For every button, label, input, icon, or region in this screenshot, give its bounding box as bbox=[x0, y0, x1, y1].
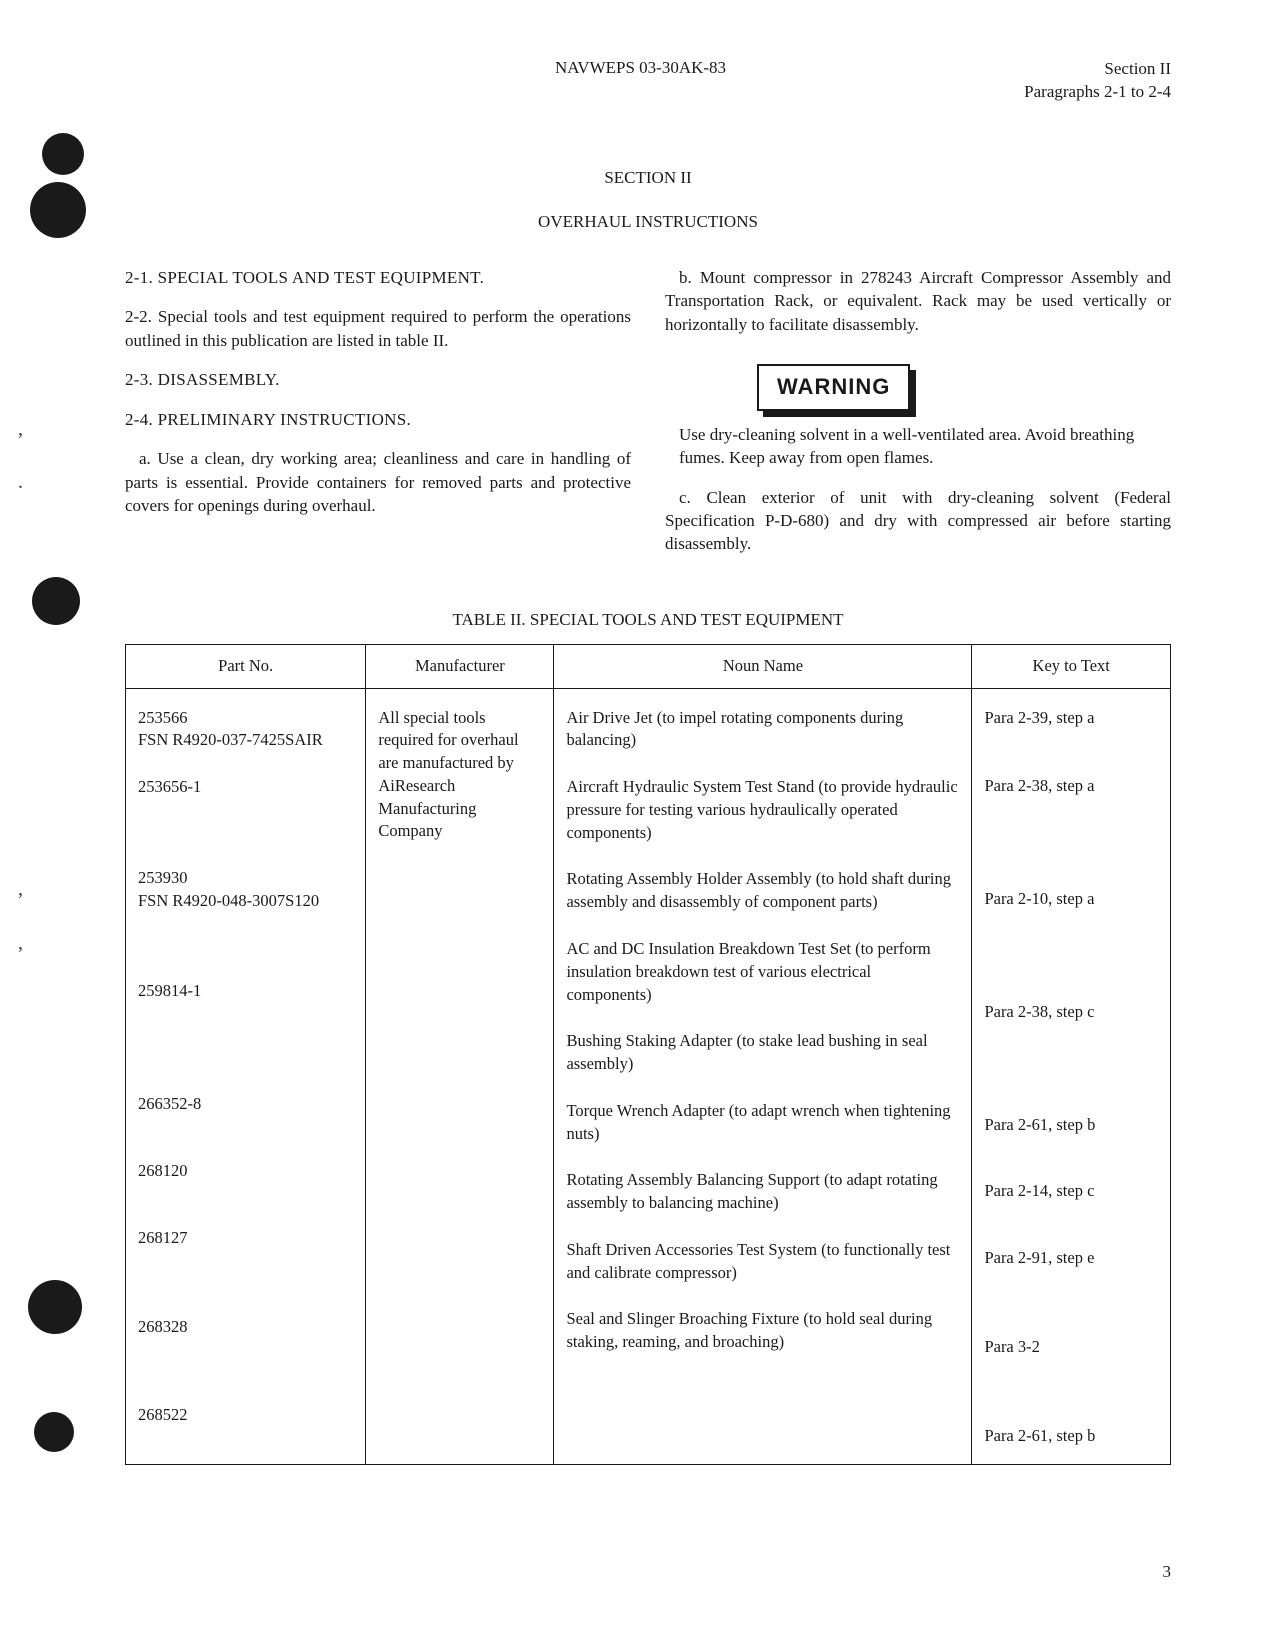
punch-hole-icon bbox=[32, 577, 80, 625]
cell-manufacturer: All special tools required for overhaul … bbox=[366, 688, 554, 1464]
section-label: Section II bbox=[1024, 58, 1171, 81]
warning-text: Use dry-cleaning solvent in a well-venti… bbox=[679, 423, 1157, 470]
key-ref: Para 2-14, step c bbox=[984, 1180, 1158, 1203]
stray-mark: , bbox=[18, 878, 23, 901]
part-no: 268328 bbox=[138, 1316, 353, 1339]
header-right: Section II Paragraphs 2-1 to 2-4 bbox=[1024, 58, 1171, 104]
noun-name: Air Drive Jet (to impel rotating compone… bbox=[566, 707, 959, 753]
part-no: 268120 bbox=[138, 1160, 353, 1183]
para-2-4-b: b. Mount compressor in 278243 Aircraft C… bbox=[665, 266, 1171, 336]
key-ref: Para 2-38, step c bbox=[984, 1001, 1158, 1024]
punch-hole-icon bbox=[42, 133, 84, 175]
punch-hole-icon bbox=[28, 1280, 82, 1334]
punch-hole-icon bbox=[30, 182, 86, 238]
table-header-row: Part No. Manufacturer Noun Name Key to T… bbox=[126, 644, 1171, 688]
cell-part-numbers: 253566 FSN R4920-037-7425SAIR 253656-1 2… bbox=[126, 688, 366, 1464]
part-no: 253566 FSN R4920-037-7425SAIR bbox=[138, 707, 353, 753]
stray-mark: , bbox=[18, 932, 23, 955]
noun-name: Rotating Assembly Balancing Support (to … bbox=[566, 1169, 959, 1215]
cell-noun-names: Air Drive Jet (to impel rotating compone… bbox=[554, 688, 972, 1464]
para-2-4-a: a. Use a clean, dry working area; cleanl… bbox=[125, 447, 631, 517]
key-ref: Para 3-2 bbox=[984, 1336, 1158, 1359]
noun-name: Aircraft Hydraulic System Test Stand (to… bbox=[566, 776, 959, 844]
part-no: 253656-1 bbox=[138, 776, 353, 799]
right-column: b. Mount compressor in 278243 Aircraft C… bbox=[665, 266, 1171, 572]
key-ref: Para 2-39, step a bbox=[984, 707, 1158, 730]
part-no: 268127 bbox=[138, 1227, 353, 1250]
col-header-key: Key to Text bbox=[972, 644, 1171, 688]
body-two-column: 2-1. SPECIAL TOOLS AND TEST EQUIPMENT. 2… bbox=[125, 266, 1171, 572]
heading-2-1: 2-1. SPECIAL TOOLS AND TEST EQUIPMENT. bbox=[125, 266, 631, 289]
noun-name: Shaft Driven Accessories Test System (to… bbox=[566, 1239, 959, 1285]
key-ref: Para 2-91, step e bbox=[984, 1247, 1158, 1270]
warning-box: WARNING bbox=[757, 364, 910, 410]
doc-id: NAVWEPS 03-30AK-83 bbox=[555, 58, 726, 78]
noun-name: AC and DC Insulation Breakdown Test Set … bbox=[566, 938, 959, 1006]
part-no: 266352-8 bbox=[138, 1093, 353, 1116]
punch-hole-icon bbox=[34, 1412, 74, 1452]
section-title: SECTION II bbox=[125, 168, 1171, 188]
table-row: 253566 FSN R4920-037-7425SAIR 253656-1 2… bbox=[126, 688, 1171, 1464]
noun-name: Torque Wrench Adapter (to adapt wrench w… bbox=[566, 1100, 959, 1146]
part-no: 268522 bbox=[138, 1404, 353, 1427]
page-header: NAVWEPS 03-30AK-83 Section II Paragraphs… bbox=[125, 58, 1171, 104]
col-header-part: Part No. bbox=[126, 644, 366, 688]
table-title: TABLE II. SPECIAL TOOLS AND TEST EQUIPME… bbox=[125, 610, 1171, 630]
stray-mark: . bbox=[18, 471, 23, 494]
cell-key-to-text: Para 2-39, step a Para 2-38, step a Para… bbox=[972, 688, 1171, 1464]
key-ref: Para 2-61, step b bbox=[984, 1425, 1158, 1448]
part-no: 253930 FSN R4920-048-3007S120 bbox=[138, 867, 353, 913]
left-column: 2-1. SPECIAL TOOLS AND TEST EQUIPMENT. 2… bbox=[125, 266, 631, 572]
noun-name: Bushing Staking Adapter (to stake lead b… bbox=[566, 1030, 959, 1076]
col-header-manufacturer: Manufacturer bbox=[366, 644, 554, 688]
key-ref: Para 2-38, step a bbox=[984, 775, 1158, 798]
section-subtitle: OVERHAUL INSTRUCTIONS bbox=[125, 212, 1171, 232]
heading-2-4: 2-4. PRELIMINARY INSTRUCTIONS. bbox=[125, 408, 631, 431]
key-ref: Para 2-10, step a bbox=[984, 888, 1158, 911]
para-2-4-c: c. Clean exterior of unit with dry-clean… bbox=[665, 486, 1171, 556]
noun-name: Seal and Slinger Broaching Fixture (to h… bbox=[566, 1308, 959, 1354]
warning-label: WARNING bbox=[777, 374, 890, 399]
page-number: 3 bbox=[1163, 1562, 1172, 1582]
noun-name: Rotating Assembly Holder Assembly (to ho… bbox=[566, 868, 959, 914]
col-header-noun: Noun Name bbox=[554, 644, 972, 688]
part-no: 259814-1 bbox=[138, 980, 353, 1003]
stray-mark: , bbox=[18, 418, 23, 441]
heading-2-3: 2-3. DISASSEMBLY. bbox=[125, 368, 631, 391]
para-range: Paragraphs 2-1 to 2-4 bbox=[1024, 81, 1171, 104]
tools-table: Part No. Manufacturer Noun Name Key to T… bbox=[125, 644, 1171, 1465]
para-2-2: 2-2. Special tools and test equipment re… bbox=[125, 305, 631, 352]
key-ref: Para 2-61, step b bbox=[984, 1114, 1158, 1137]
